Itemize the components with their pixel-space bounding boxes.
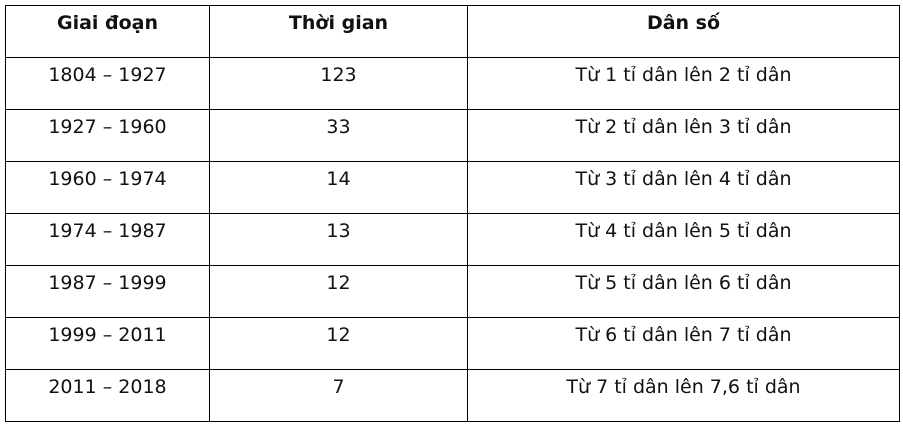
header-cell: Thời gian — [209, 5, 468, 58]
table-cell: Từ 5 tỉ dân lên 6 tỉ dân — [467, 265, 900, 318]
table-cell: 1987 – 1999 — [5, 265, 210, 318]
table-row: 1987 – 1999 12 Từ 5 tỉ dân lên 6 tỉ dân — [5, 265, 900, 318]
table-cell: Từ 4 tỉ dân lên 5 tỉ dân — [467, 213, 900, 266]
population-table: Giai đoạn Thời gian Dân số 1804 – 1927 123 T… — [5, 5, 900, 422]
table-cell: 1927 – 1960 — [5, 109, 210, 162]
table-row: 1927 – 1960 33 Từ 2 tỉ dân lên 3 tỉ dân — [5, 109, 900, 162]
header-cell: Dân số — [467, 5, 900, 58]
table-cell: Từ 3 tỉ dân lên 4 tỉ dân — [467, 161, 900, 214]
table-cell: Từ 7 tỉ dân lên 7,6 tỉ dân — [467, 369, 900, 422]
table-row: 1974 – 1987 13 Từ 4 tỉ dân lên 5 tỉ dân — [5, 213, 900, 266]
header-cell: Giai đoạn — [5, 5, 210, 58]
table-cell: 1804 – 1927 — [5, 57, 210, 110]
table-cell: Từ 2 tỉ dân lên 3 tỉ dân — [467, 109, 900, 162]
table-row: 1999 – 2011 12 Từ 6 tỉ dân lên 7 tỉ dân — [5, 317, 900, 370]
table-cell: 7 — [209, 369, 468, 422]
table-cell: 2011 – 2018 — [5, 369, 210, 422]
header-row: Giai đoạn Thời gian Dân số — [5, 5, 900, 58]
table-cell: Từ 6 tỉ dân lên 7 tỉ dân — [467, 317, 900, 370]
table-body: 1804 – 1927 123 Từ 1 tỉ dân lên 2 tỉ dân 19… — [5, 57, 900, 422]
table-cell: Từ 1 tỉ dân lên 2 tỉ dân — [467, 57, 900, 110]
table-cell: 1960 – 1974 — [5, 161, 210, 214]
table-cell: 1999 – 2011 — [5, 317, 210, 370]
table-cell: 123 — [209, 57, 468, 110]
table-cell: 13 — [209, 213, 468, 266]
table-cell: 12 — [209, 317, 468, 370]
table-row: 1804 – 1927 123 Từ 1 tỉ dân lên 2 tỉ dân — [5, 57, 900, 110]
table-cell: 14 — [209, 161, 468, 214]
table-row: 2011 – 2018 7 Từ 7 tỉ dân lên 7,6 tỉ dân — [5, 369, 900, 422]
table-cell: 1974 – 1987 — [5, 213, 210, 266]
table-cell: 12 — [209, 265, 468, 318]
table-cell: 33 — [209, 109, 468, 162]
table-row: 1960 – 1974 14 Từ 3 tỉ dân lên 4 tỉ dân — [5, 161, 900, 214]
